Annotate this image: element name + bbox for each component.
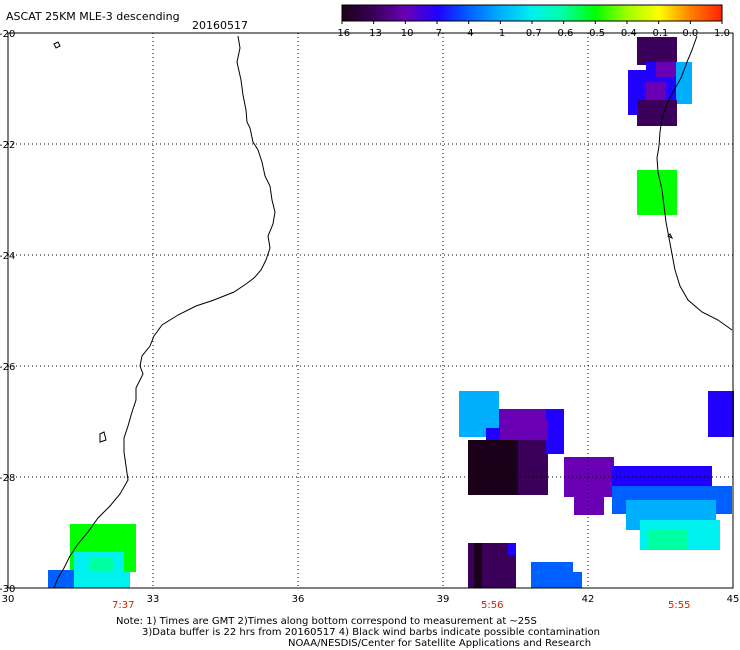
lat-tick-label: -30	[0, 584, 15, 595]
lat-tick-label: -20	[0, 29, 15, 40]
chart-title: ASCAT 25KM MLE-3 descending	[6, 10, 180, 23]
chart-date: 20160517	[192, 19, 248, 32]
time-label-3: 5:55	[668, 600, 691, 611]
lon-tick-label: 30	[2, 594, 15, 605]
wind-cell	[708, 391, 734, 437]
colorbar-segment	[627, 5, 660, 21]
data-cells	[48, 37, 734, 588]
wind-cell	[637, 37, 677, 65]
colorbar-segment	[437, 5, 470, 21]
colorbar-segment	[405, 5, 438, 21]
colorbar-segment	[532, 5, 565, 21]
coastline-west	[53, 35, 276, 589]
wind-cell	[646, 82, 666, 100]
lon-tick-label: 33	[147, 594, 160, 605]
lat-tick-label: -28	[0, 473, 15, 484]
wind-cell	[518, 420, 548, 440]
lat-tick-label: -24	[0, 251, 15, 262]
coastline	[53, 35, 733, 589]
wind-cell	[648, 530, 688, 550]
wind-cell	[574, 497, 604, 515]
wind-cell	[518, 440, 548, 495]
lon-tick-label: 39	[437, 594, 450, 605]
wind-cell	[474, 543, 482, 588]
lon-tick-label: 42	[582, 594, 595, 605]
lat-tick-label: -22	[0, 140, 15, 151]
colorbar-segment	[342, 5, 375, 21]
colorbar-segment	[500, 5, 533, 21]
island	[53, 41, 61, 49]
wind-cell	[540, 572, 582, 588]
colorbar-segment	[373, 5, 406, 21]
lon-tick-label: 36	[292, 594, 305, 605]
time-label-1: 7:37	[112, 600, 135, 611]
wind-cell	[90, 558, 114, 572]
island	[99, 431, 107, 443]
note-line-3: NOAA/NESDIS/Center for Satellite Applica…	[288, 638, 592, 649]
wind-cell	[656, 62, 676, 77]
wind-cell	[676, 62, 692, 104]
colorbar-segment	[658, 5, 691, 21]
colorbar-segment	[468, 5, 501, 21]
wind-cell	[637, 100, 677, 126]
wind-cell	[546, 409, 564, 454]
grid-lines	[8, 33, 733, 588]
colorbar-segment	[595, 5, 628, 21]
wind-cell	[74, 572, 130, 588]
wind-cell	[48, 570, 74, 588]
coastline-east	[656, 35, 733, 331]
island	[667, 233, 674, 240]
lat-tick-label: -26	[0, 362, 15, 373]
wind-cell	[637, 170, 677, 215]
lon-tick-label: 45	[727, 594, 740, 605]
wind-cell	[486, 428, 500, 440]
wind-cell	[468, 440, 518, 495]
note-line-1: Note: 1) Times are GMT 2)Times along bot…	[116, 616, 537, 627]
time-label-2: 5:56	[481, 600, 504, 611]
plot-frame	[7, 32, 734, 589]
colorbar: -16 -13 -10 -7 -4 -1 -0.7 -0.6 -0.5 -0.4 -0.1 0.0 1.…	[334, 4, 730, 39]
colorbar-segment	[690, 5, 723, 21]
wind-cell	[508, 543, 516, 555]
note-line-2: 3)Data buffer is 22 hrs from 20160517 4)…	[142, 627, 600, 638]
colorbar-segment	[563, 5, 596, 21]
